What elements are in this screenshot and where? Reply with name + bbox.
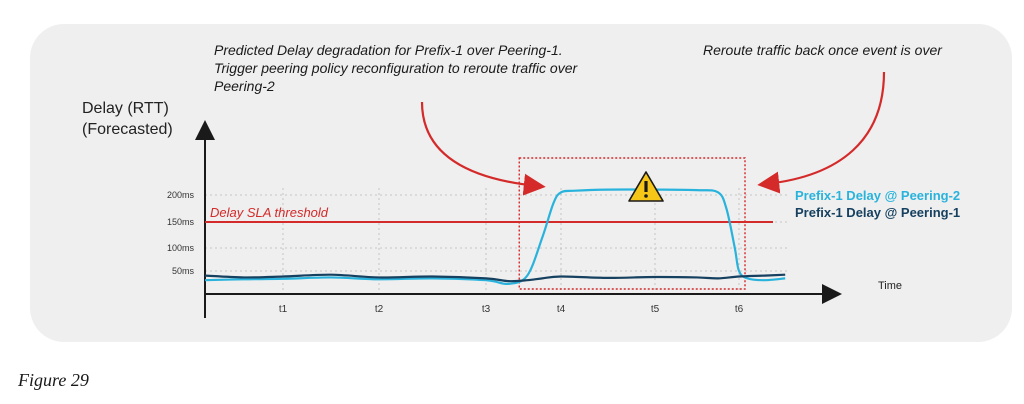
degradation-annotation-line2: Trigger peering policy reconfiguration t… <box>214 60 578 76</box>
legend-peering1: Prefix-1 Delay @ Peering-1 <box>795 205 960 220</box>
degradation-annotation: Predicted Delay degradation for Prefix-1… <box>214 41 634 95</box>
x-tick-label: t5 <box>651 304 660 315</box>
x-tick-label: t6 <box>735 304 744 315</box>
y-axis-title-line2: (Forecasted) <box>82 121 173 138</box>
event-window-box <box>518 157 746 290</box>
warning-icon <box>628 171 664 202</box>
y-tick-label: 50ms <box>172 266 195 276</box>
legend-peering2: Prefix-1 Delay @ Peering-2 <box>795 188 960 203</box>
x-tick-label: t2 <box>375 304 384 315</box>
event-window <box>518 157 746 290</box>
y-axis-title: Delay (RTT) (Forecasted) <box>82 98 173 140</box>
x-tick-label: t1 <box>279 304 288 315</box>
series-lines <box>204 188 786 286</box>
y-axis-title-line1: Delay (RTT) <box>82 100 169 117</box>
series-line-peering2 <box>204 188 786 286</box>
y-tick-label: 200ms <box>167 190 195 200</box>
sla-threshold-label: Delay SLA threshold <box>210 205 329 220</box>
x-tick-label: t4 <box>557 304 566 315</box>
y-tick-labels: 50ms 100ms 150ms 200ms <box>167 190 195 276</box>
y-tick-label: 150ms <box>167 217 195 227</box>
reroute-back-arrow <box>757 71 886 194</box>
x-tick-label: t3 <box>482 304 491 315</box>
x-axis-label: Time <box>878 280 902 292</box>
degradation-arrow <box>420 101 546 196</box>
y-tick-label: 100ms <box>167 243 195 253</box>
reroute-back-annotation: Reroute traffic back once event is over <box>703 42 942 58</box>
degradation-annotation-line1: Predicted Delay degradation for Prefix-1… <box>214 42 563 58</box>
series-line-peering1 <box>204 273 786 283</box>
x-tick-labels: t1 t2 t3 t4 t5 t6 <box>279 304 744 315</box>
degradation-annotation-line3: Peering-2 <box>214 78 275 94</box>
figure-caption: Figure 29 <box>18 370 89 390</box>
